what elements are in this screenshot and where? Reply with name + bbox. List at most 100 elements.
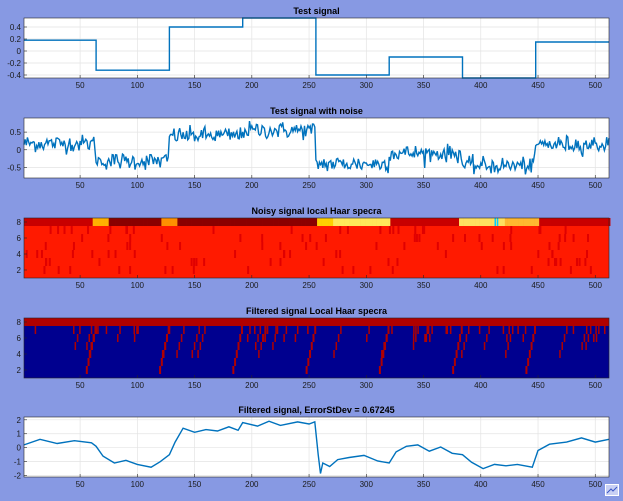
x-tick-label: 300 bbox=[360, 181, 374, 190]
figure-toolbar-icon[interactable] bbox=[605, 483, 619, 496]
spectrum-cell bbox=[53, 218, 57, 226]
spectrum-cell bbox=[541, 218, 545, 226]
spectrum-cell bbox=[328, 218, 332, 226]
spectrum-cell bbox=[335, 218, 338, 226]
spectrum-streak bbox=[385, 334, 388, 342]
spectrum-cell bbox=[518, 218, 522, 226]
spectrum-cell bbox=[568, 218, 572, 226]
spectrum-cell bbox=[326, 218, 329, 226]
y-tick-label: 1 bbox=[17, 430, 22, 439]
spectrum-streak bbox=[137, 326, 139, 334]
spectrum-cell bbox=[496, 266, 499, 274]
spectrum-cell bbox=[310, 218, 313, 226]
spectrum-cell bbox=[587, 218, 590, 226]
spectrum-streak bbox=[486, 334, 488, 342]
spectrum-streak bbox=[424, 334, 426, 342]
spectrum-streak bbox=[589, 326, 592, 334]
plot-area bbox=[24, 417, 609, 477]
spectrum-cell bbox=[429, 218, 432, 226]
spectrum-streak bbox=[307, 358, 310, 366]
axes-box bbox=[23, 217, 610, 279]
spectrum-cell bbox=[406, 218, 409, 226]
spectrum-cell bbox=[97, 218, 100, 226]
spectrum-cell bbox=[423, 226, 426, 234]
x-tick-label: 50 bbox=[76, 81, 85, 90]
spectrum-streak bbox=[505, 350, 507, 358]
spectrum-streak bbox=[178, 342, 181, 350]
spectrum-streak bbox=[249, 326, 251, 334]
spectrum-cell bbox=[212, 226, 215, 234]
plot-area bbox=[24, 118, 609, 178]
spectrum-cell bbox=[223, 218, 226, 226]
spectrum-cell bbox=[372, 218, 375, 226]
spectrum-streak bbox=[595, 326, 597, 334]
spectrum-cell bbox=[511, 218, 515, 226]
spectrum-streak bbox=[463, 342, 465, 350]
spectrum-streak bbox=[239, 334, 242, 342]
x-tick-label: 100 bbox=[131, 181, 145, 190]
spectrum-streak bbox=[532, 334, 535, 342]
spectrum-cell bbox=[108, 218, 112, 226]
spectrum-cell bbox=[195, 258, 198, 266]
spectrum-cell bbox=[527, 218, 531, 226]
spectrum-streak bbox=[488, 326, 490, 334]
spectrum-cell bbox=[138, 218, 142, 226]
spectrum-streak bbox=[429, 334, 431, 342]
spectrum-cell bbox=[301, 218, 304, 226]
spectrum-cell bbox=[129, 266, 132, 274]
spectrum-cell bbox=[234, 218, 238, 226]
y-tick-label: 0.5 bbox=[10, 128, 22, 137]
spectrum-cell bbox=[539, 226, 542, 234]
spectrum-cell bbox=[305, 242, 308, 250]
spectrum-cell bbox=[43, 266, 46, 274]
spectrum-cell bbox=[413, 218, 416, 226]
spectrum-cell bbox=[573, 218, 577, 226]
x-tick-label: 50 bbox=[76, 480, 85, 489]
spectrum-cell bbox=[57, 226, 60, 234]
spectrum-cell bbox=[193, 218, 197, 226]
spectrum-cell bbox=[168, 218, 171, 226]
spectrum-streak bbox=[97, 326, 99, 334]
x-tick-label: 500 bbox=[589, 181, 603, 190]
x-tick-label: 250 bbox=[302, 81, 316, 90]
spectrum-cell bbox=[275, 218, 279, 226]
spectrum-cell bbox=[290, 226, 293, 234]
spectrum-streak bbox=[381, 350, 383, 358]
spectrum-cell bbox=[404, 218, 407, 226]
x-tick-label: 250 bbox=[302, 381, 316, 390]
spectrum-streak bbox=[457, 342, 460, 350]
x-tick-label: 200 bbox=[245, 281, 259, 290]
spectrum-streak bbox=[467, 326, 470, 334]
spectrum-cell bbox=[202, 218, 206, 226]
spectrum-streak bbox=[452, 366, 455, 374]
spectrum-cell bbox=[530, 266, 533, 274]
spectrum-cell bbox=[550, 218, 554, 226]
spectrum-cell bbox=[35, 218, 39, 226]
spectrum-streak bbox=[34, 326, 37, 334]
spectrum-streak bbox=[461, 350, 463, 358]
spectrum-cell bbox=[566, 218, 570, 226]
x-tick-label: 150 bbox=[188, 81, 202, 90]
spectrum-cell bbox=[555, 218, 558, 226]
spectrum-cell bbox=[444, 250, 447, 258]
axes-4: Filtered signal Local Haar specra 50 100 15… bbox=[17, 306, 610, 390]
spectrum-streak bbox=[412, 334, 415, 342]
spectrum-cell bbox=[582, 218, 586, 226]
spectrum-streak bbox=[90, 326, 93, 334]
spectrum-streak bbox=[309, 350, 312, 358]
spectrum-streak bbox=[168, 326, 171, 334]
spectrum-streak bbox=[164, 342, 166, 350]
spectrum-cell bbox=[424, 218, 428, 226]
spectrum-cell bbox=[118, 266, 121, 274]
y-tick-label: 0 bbox=[17, 47, 22, 56]
x-tick-label: 300 bbox=[360, 480, 374, 489]
spectrum-cell bbox=[509, 218, 512, 226]
spectrum-streak bbox=[333, 350, 335, 358]
spectrum-streak bbox=[453, 358, 456, 366]
spectrum-cell bbox=[145, 218, 148, 226]
spectrum-streak bbox=[199, 342, 202, 350]
spectrum-cell bbox=[37, 218, 41, 226]
y-tick-label: 0 bbox=[17, 146, 22, 155]
x-tick-label: 400 bbox=[474, 381, 488, 390]
spectrum-cell bbox=[337, 218, 341, 226]
